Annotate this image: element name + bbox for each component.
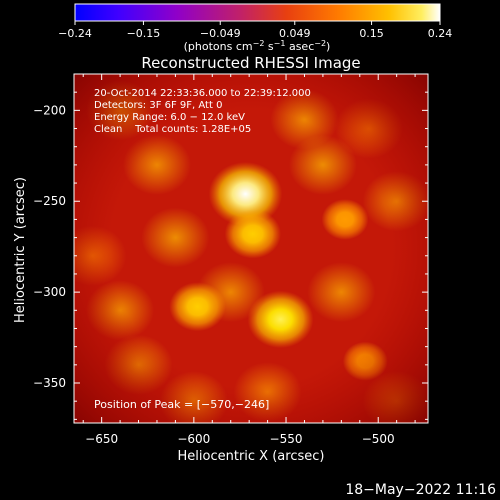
y-tick-label: −350 bbox=[33, 376, 66, 390]
y-axis-label: Heliocentric Y (arcsec) bbox=[13, 177, 28, 323]
heatmap-blobs bbox=[74, 74, 428, 423]
heatmap-vignette bbox=[74, 74, 428, 423]
axis-ticks: −650 −600 −550 −500 −200 −250 −300 −350 bbox=[33, 73, 428, 446]
annotation-block: 20-Oct-2014 22:33:36.000 to 22:39:12.000… bbox=[94, 88, 311, 135]
colorbar-ticks: −0.24 −0.15 −0.049 0.049 0.15 0.24 bbox=[58, 21, 452, 40]
annotation-line: Detectors: 3F 6F 9F, Att 0 bbox=[94, 100, 222, 111]
colorbar-tick-label: −0.049 bbox=[200, 27, 241, 40]
colorbar-tick-label: −0.24 bbox=[58, 27, 92, 40]
x-tick-label: −650 bbox=[85, 432, 118, 446]
y-tick-label: −300 bbox=[33, 285, 66, 299]
x-tick-label: −500 bbox=[362, 432, 395, 446]
timestamp-footer: 18−May−2022 11:16 bbox=[345, 482, 496, 498]
chart-title: Reconstructed RHESSI Image bbox=[141, 54, 360, 72]
colorbar bbox=[74, 3, 441, 22]
annotation-line: Energy Range: 6.0 − 12.0 keV bbox=[94, 112, 245, 123]
colorbar-tick-label: 0.24 bbox=[428, 27, 453, 40]
x-tick-label: −550 bbox=[270, 432, 303, 446]
x-axis-label: Heliocentric X (arcsec) bbox=[178, 449, 325, 464]
heatmap-image bbox=[74, 74, 428, 423]
colorbar-unit-label: (photons cm−2 s−1 asec−2) bbox=[184, 39, 331, 53]
x-tick-label: −600 bbox=[177, 432, 210, 446]
y-tick-label: −250 bbox=[33, 194, 66, 208]
annotation-line: 20-Oct-2014 22:33:36.000 to 22:39:12.000 bbox=[94, 88, 311, 99]
annotation-line: Clean Total counts: 1.28E+05 bbox=[94, 124, 251, 135]
colorbar-tick-label: 0.15 bbox=[359, 27, 384, 40]
colorbar-tick-label: 0.049 bbox=[279, 27, 311, 40]
peak-position-label: Position of Peak = [−570,−246] bbox=[94, 398, 269, 411]
colorbar-tick-label: −0.15 bbox=[127, 27, 161, 40]
y-tick-label: −200 bbox=[33, 103, 66, 117]
plot-frame bbox=[73, 73, 429, 424]
